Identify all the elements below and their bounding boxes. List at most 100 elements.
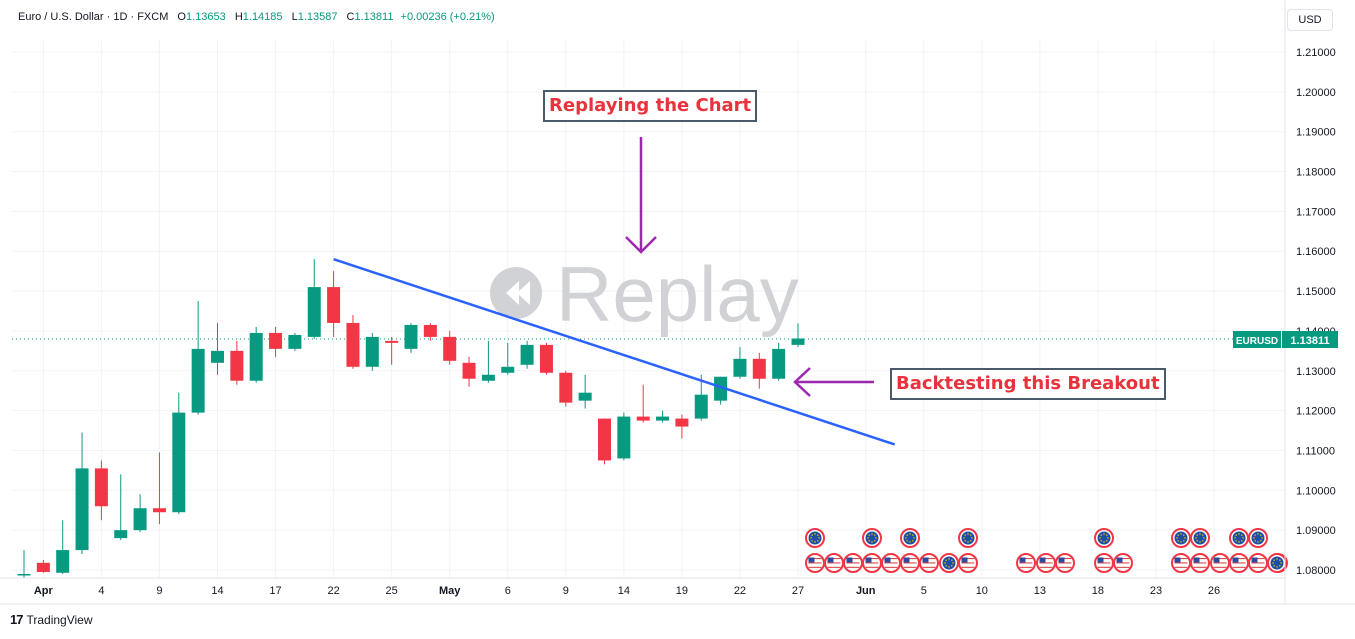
eu-star <box>811 534 813 536</box>
us-canton <box>865 557 872 563</box>
us-canton <box>1174 557 1181 563</box>
candle-body <box>423 324 437 337</box>
eu-star <box>1260 540 1262 542</box>
us-canton <box>1232 557 1239 563</box>
us-stripe <box>1232 564 1246 566</box>
eu-star <box>1103 541 1105 543</box>
candle-body <box>36 562 50 572</box>
time-tick-label: 4 <box>98 585 104 597</box>
price-tick-label: 1.20000 <box>1296 87 1336 99</box>
us-stripe <box>1097 566 1111 568</box>
us-stripe <box>1097 560 1111 562</box>
eu-star <box>970 540 972 542</box>
eu-star <box>1195 537 1197 539</box>
close-label: C <box>346 11 355 23</box>
us-stripe <box>1232 558 1246 560</box>
symbol-title[interactable]: Euro / U.S. Dollar · 1D · FXCM <box>18 11 169 23</box>
candle-body <box>656 416 670 421</box>
eu-star <box>1106 534 1108 536</box>
eu-star <box>810 537 812 539</box>
us-stripe <box>1039 560 1053 562</box>
eu-star <box>1238 533 1240 535</box>
candle-body <box>172 412 186 513</box>
us-stripe <box>827 560 841 562</box>
us-stripe <box>1174 560 1188 562</box>
eu-star <box>970 534 972 536</box>
us-stripe <box>1213 564 1227 566</box>
eu-star <box>1176 537 1178 539</box>
eu-star <box>913 537 915 539</box>
eu-star <box>1273 565 1275 567</box>
price-tag: EURUSD 1.13811 <box>1233 331 1338 348</box>
price-tick-label: 1.16000 <box>1296 246 1336 258</box>
price-tag-ticker: EURUSD <box>1236 336 1278 347</box>
eu-star <box>1242 537 1244 539</box>
eu-star <box>945 565 947 567</box>
us-canton <box>827 557 834 563</box>
us-stripe <box>884 562 898 564</box>
us-stripe <box>1251 560 1265 562</box>
eu-star <box>1177 534 1179 536</box>
price-tick-label: 1.11000 <box>1296 445 1335 457</box>
price-tag-ticker-bg <box>1233 331 1281 348</box>
low-value: 1.13587 <box>297 11 338 23</box>
time-tick-label: 14 <box>211 585 223 597</box>
eu-star <box>868 540 870 542</box>
us-stripe <box>961 562 975 564</box>
us-canton <box>1116 557 1123 563</box>
eu-star <box>964 540 966 542</box>
symbol-legend: Euro / U.S. Dollar · 1D · FXCM O1.13653 … <box>18 11 495 23</box>
us-stripe <box>922 558 936 560</box>
candle-body <box>752 358 766 379</box>
high-label: H <box>234 11 243 23</box>
time-tick-label: 14 <box>618 585 630 597</box>
candle-body <box>462 362 476 379</box>
us-stripe <box>922 564 936 566</box>
open-label: O <box>177 11 186 23</box>
eu-star <box>817 534 819 536</box>
candle-body <box>133 508 147 531</box>
us-stripe <box>1019 566 1033 568</box>
currency-button[interactable]: USD <box>1287 9 1333 31</box>
us-stripe <box>922 566 936 568</box>
eu-star <box>1257 541 1259 543</box>
eu-star <box>1260 534 1262 536</box>
eu-star <box>874 534 876 536</box>
us-stripe <box>1232 566 1246 568</box>
eu-star <box>1199 541 1201 543</box>
eu-star <box>1276 558 1278 560</box>
us-stripe <box>1039 562 1053 564</box>
open-value: 1.13653 <box>185 11 226 23</box>
us-canton <box>961 557 968 563</box>
us-stripe <box>808 566 822 568</box>
us-stripe <box>1174 566 1188 568</box>
us-canton <box>1039 557 1046 563</box>
eu-star <box>871 541 873 543</box>
eu-star <box>1199 533 1201 535</box>
candle-body <box>307 287 321 337</box>
tradingview-logo[interactable]: 17 TradingView <box>10 612 93 627</box>
us-stripe <box>865 558 879 560</box>
us-stripe <box>1213 562 1227 564</box>
us-stripe <box>1116 564 1130 566</box>
candle-body <box>539 344 553 373</box>
us-stripe <box>1019 562 1033 564</box>
us-stripe <box>961 566 975 568</box>
us-stripe <box>1019 558 1033 560</box>
candle-body <box>501 366 515 373</box>
change-value: +0.00236 (+0.21%) <box>400 11 495 23</box>
eu-star <box>871 533 873 535</box>
eu-star <box>1100 540 1102 542</box>
eu-star <box>818 537 820 539</box>
us-stripe <box>846 566 860 568</box>
eu-star <box>1280 562 1282 564</box>
eu-star <box>967 541 969 543</box>
us-stripe <box>1193 558 1207 560</box>
us-stripe <box>1097 562 1111 564</box>
eu-star <box>875 537 877 539</box>
candle-body <box>714 376 728 401</box>
us-stripe <box>1039 566 1053 568</box>
us-canton <box>1019 557 1026 563</box>
us-canton <box>884 557 891 563</box>
